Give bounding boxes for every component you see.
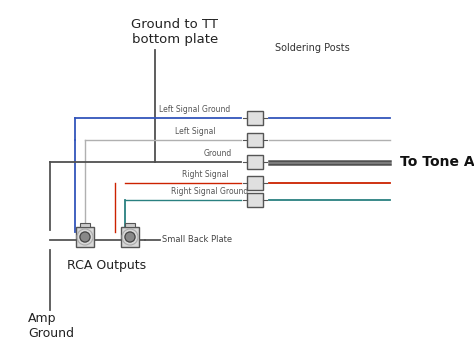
Circle shape (80, 232, 90, 242)
Text: Right Signal: Right Signal (182, 170, 228, 179)
Text: Soldering Posts: Soldering Posts (275, 43, 350, 53)
Bar (247, 176, 263, 190)
Bar (76, 227, 94, 247)
Text: To Tone Arm: To Tone Arm (400, 155, 474, 169)
Text: Ground: Ground (204, 149, 232, 158)
Bar (125, 223, 135, 227)
Text: Left Signal Ground: Left Signal Ground (159, 105, 231, 114)
Text: Ground to TT
bottom plate: Ground to TT bottom plate (131, 18, 219, 46)
Bar (121, 227, 139, 247)
Text: RCA Outputs: RCA Outputs (67, 259, 146, 272)
Bar (247, 193, 263, 207)
Text: Left Signal: Left Signal (175, 127, 215, 136)
Bar (247, 155, 263, 169)
Text: Small Back Plate: Small Back Plate (162, 236, 232, 244)
Bar (80, 223, 90, 227)
Text: Amp
Ground: Amp Ground (28, 312, 74, 338)
Text: Right Signal Ground: Right Signal Ground (172, 187, 249, 196)
Bar (247, 133, 263, 147)
Bar (247, 111, 263, 125)
Circle shape (125, 232, 135, 242)
